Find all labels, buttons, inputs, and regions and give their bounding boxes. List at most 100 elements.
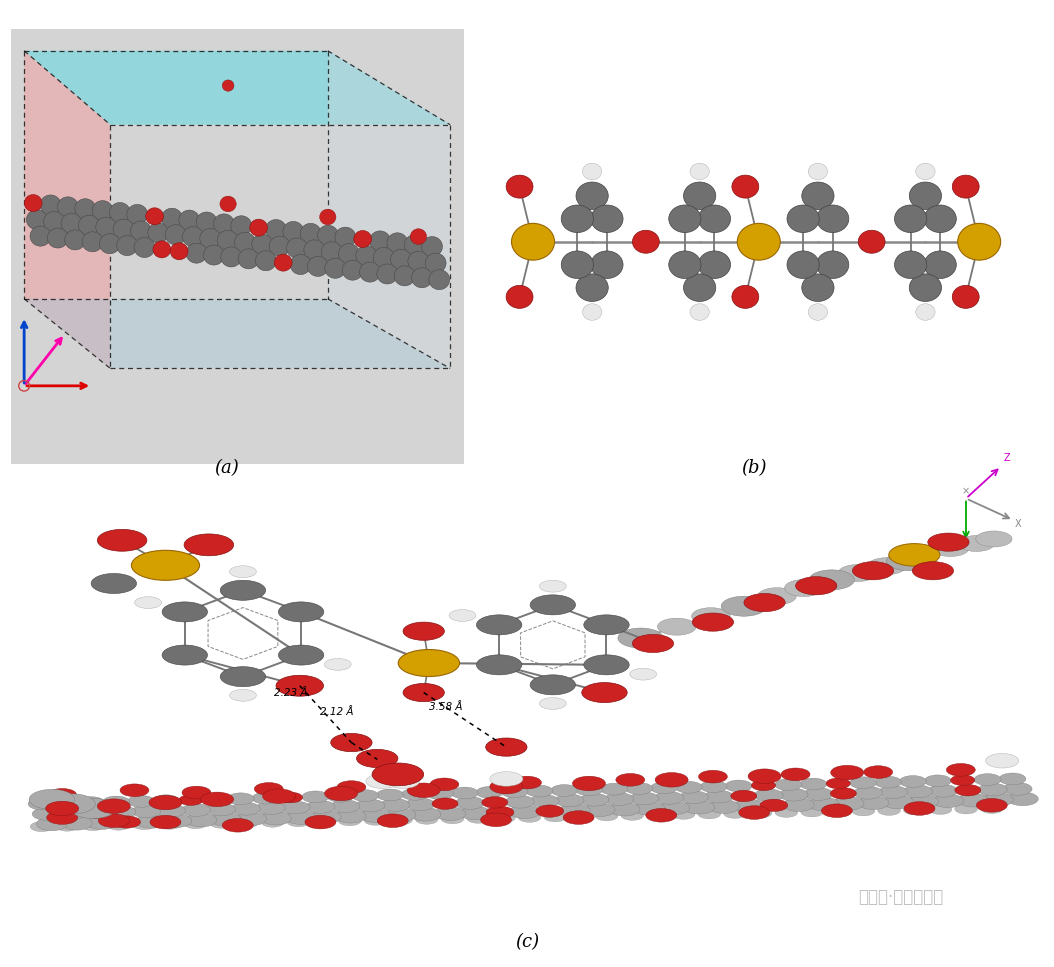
Circle shape [236,818,258,828]
Circle shape [748,769,781,783]
Circle shape [863,766,893,778]
Circle shape [422,237,443,256]
Circle shape [449,609,476,622]
Circle shape [821,804,853,817]
Circle shape [306,801,335,813]
Circle shape [31,822,53,832]
Circle shape [490,772,523,786]
Circle shape [214,214,234,234]
Circle shape [605,793,633,806]
Circle shape [672,809,695,819]
Circle shape [103,796,130,807]
Circle shape [646,809,669,820]
Circle shape [53,798,80,809]
Circle shape [933,541,969,556]
Circle shape [26,210,47,229]
Circle shape [61,214,82,233]
Circle shape [838,565,877,581]
Circle shape [808,163,827,180]
Circle shape [338,816,362,826]
Circle shape [519,812,541,822]
Circle shape [511,223,554,260]
Circle shape [575,182,608,210]
Circle shape [408,251,429,271]
Circle shape [184,819,207,829]
Circle shape [826,806,850,816]
Polygon shape [24,50,111,368]
Circle shape [809,570,855,590]
Circle shape [335,809,366,823]
Circle shape [883,795,914,809]
Circle shape [40,195,61,215]
Circle shape [276,675,324,696]
Circle shape [370,231,390,250]
Circle shape [575,274,608,302]
Circle shape [331,733,372,751]
Circle shape [161,814,192,828]
Circle shape [784,579,823,597]
Circle shape [385,808,416,822]
Text: 2.23 Å: 2.23 Å [274,689,308,698]
Circle shape [582,683,627,703]
Circle shape [81,821,104,831]
Circle shape [372,763,424,786]
Circle shape [633,802,665,815]
Circle shape [434,806,466,820]
Circle shape [149,795,182,809]
Circle shape [561,250,593,278]
Circle shape [760,799,787,811]
Circle shape [616,774,645,786]
Circle shape [394,266,415,286]
Circle shape [787,250,819,278]
Circle shape [410,807,441,821]
Circle shape [261,817,284,827]
Circle shape [327,790,354,803]
Circle shape [220,196,236,212]
Circle shape [486,806,514,818]
Circle shape [889,543,940,566]
Circle shape [852,806,875,816]
Circle shape [92,200,113,220]
Circle shape [97,529,147,551]
Circle shape [731,285,759,308]
Circle shape [509,805,541,818]
Circle shape [207,803,235,816]
Circle shape [113,220,134,239]
Circle shape [128,796,155,807]
Circle shape [801,806,823,817]
Circle shape [211,812,241,826]
Circle shape [254,782,284,795]
Circle shape [455,797,485,809]
Circle shape [492,813,515,823]
Circle shape [560,804,590,817]
Circle shape [203,245,225,265]
Circle shape [24,194,42,212]
Circle shape [200,792,234,806]
Circle shape [305,815,336,829]
Circle shape [853,562,894,580]
Circle shape [875,777,901,788]
Circle shape [700,780,727,793]
Circle shape [231,216,252,236]
Circle shape [850,777,877,789]
Circle shape [1008,792,1038,806]
Circle shape [646,808,677,822]
Circle shape [308,256,329,277]
Circle shape [200,228,220,249]
Circle shape [957,793,989,807]
Circle shape [535,805,564,817]
Circle shape [744,594,785,612]
Text: Z: Z [1003,454,1010,463]
Circle shape [402,788,428,801]
Circle shape [668,250,701,278]
Circle shape [47,788,77,802]
Circle shape [572,777,605,791]
Circle shape [928,533,969,551]
Circle shape [99,234,120,253]
Circle shape [916,304,935,320]
Circle shape [228,793,254,805]
Circle shape [656,773,688,787]
Circle shape [182,786,211,799]
Circle shape [158,819,181,829]
Circle shape [57,806,86,820]
